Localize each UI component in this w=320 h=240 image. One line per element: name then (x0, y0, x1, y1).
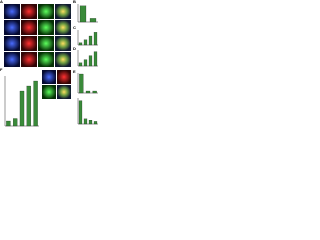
micrograph (55, 20, 71, 35)
bar (26, 85, 31, 127)
micrograph (4, 52, 20, 67)
micrograph (38, 36, 54, 51)
micrograph (4, 20, 20, 35)
bar (78, 100, 83, 125)
micrograph (55, 36, 71, 51)
panel-label: B (73, 0, 76, 4)
bar (93, 51, 98, 67)
panel-label: E (73, 69, 76, 74)
bar (33, 80, 38, 127)
figure: A B C D E F (0, 0, 98, 127)
micrograph (4, 4, 20, 19)
bar (78, 42, 83, 46)
micrographs (4, 4, 71, 99)
micrograph (21, 36, 37, 51)
micrograph (4, 36, 20, 51)
panel-label: D (73, 46, 76, 51)
micrograph (38, 52, 54, 67)
bar (88, 119, 93, 125)
micrograph (57, 70, 71, 84)
bar (85, 90, 91, 94)
micrograph (21, 52, 37, 67)
bar (89, 18, 97, 23)
bar (83, 118, 88, 125)
bar (92, 90, 97, 94)
bar (78, 62, 83, 67)
bar (93, 32, 98, 46)
bar (93, 121, 98, 125)
bar (19, 90, 25, 127)
bar (13, 118, 18, 127)
micrograph (38, 20, 54, 35)
panel-label: A (0, 0, 3, 4)
micrograph (21, 4, 37, 19)
micrograph (55, 4, 71, 19)
panel-label: F (0, 67, 3, 72)
micrograph (57, 85, 71, 99)
micrograph (21, 20, 37, 35)
bar (83, 59, 88, 67)
micrograph (42, 85, 56, 99)
micrograph (42, 70, 56, 84)
bar (88, 35, 93, 46)
bar (6, 120, 11, 127)
bar (79, 5, 87, 23)
bar (88, 55, 93, 67)
bar (83, 39, 88, 46)
bar (79, 73, 84, 94)
micrograph (55, 52, 71, 67)
micrograph (38, 4, 54, 19)
panel-label: C (73, 25, 76, 30)
